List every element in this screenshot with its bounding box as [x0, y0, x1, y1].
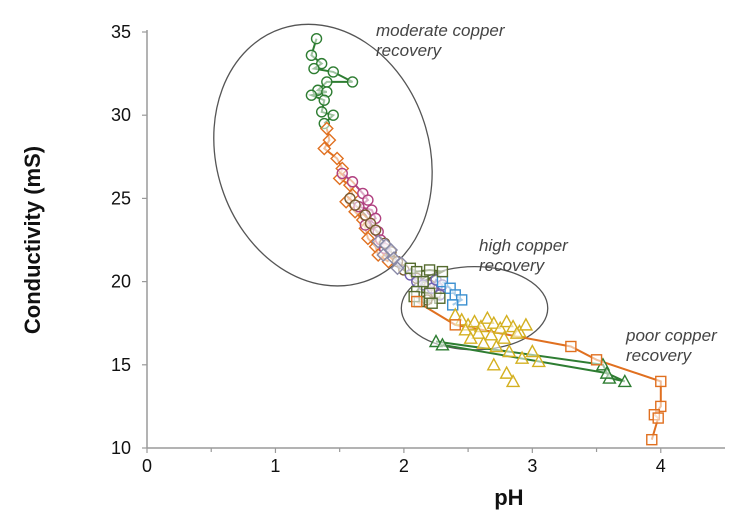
data-point — [499, 314, 514, 328]
data-point — [514, 350, 530, 364]
data-point — [476, 335, 491, 349]
data-point — [471, 325, 486, 339]
y-tick-label: 25 — [111, 188, 131, 208]
data-point — [322, 133, 337, 148]
data-point — [423, 287, 436, 299]
data-point — [321, 76, 333, 88]
data-point — [467, 314, 482, 328]
data-point — [417, 275, 429, 288]
x-tick-label: 1 — [270, 456, 280, 476]
data-point — [565, 340, 577, 353]
axis-ticks — [142, 31, 662, 453]
data-point — [308, 62, 320, 75]
data-point — [436, 265, 449, 278]
y-tick-label: 35 — [111, 22, 131, 42]
data-point — [446, 299, 459, 311]
data-point — [646, 433, 658, 446]
data-point — [505, 373, 521, 388]
data-point — [369, 224, 382, 236]
data-point — [349, 199, 361, 211]
data-point — [315, 106, 328, 118]
x-tick-label: 0 — [142, 456, 152, 476]
data-point — [486, 357, 501, 371]
data-point — [486, 315, 501, 329]
grouping-ellipses — [213, 23, 549, 351]
data-point — [458, 322, 473, 336]
data-point — [652, 412, 664, 424]
data-point — [327, 66, 339, 78]
tick-labels: 0 1 2 3 4 10 15 20 25 30 35 — [111, 22, 666, 476]
data-point — [496, 330, 512, 344]
data-point — [310, 32, 323, 45]
annotation-text: recovery — [376, 41, 443, 60]
annotation-text: recovery — [626, 346, 693, 365]
x-tick-label: 2 — [399, 456, 409, 476]
annotation-text: poor copper — [625, 326, 718, 345]
y-tick-label: 30 — [111, 105, 131, 125]
axes — [146, 30, 725, 449]
data-point — [484, 327, 499, 341]
data-point — [376, 247, 391, 262]
data-point — [599, 365, 615, 379]
data-point — [518, 317, 534, 331]
data-point — [655, 400, 667, 413]
data-point — [509, 325, 525, 339]
data-point — [327, 109, 339, 121]
y-tick-label: 15 — [111, 355, 131, 375]
data-point — [525, 344, 540, 358]
data-point — [336, 167, 348, 180]
data-point — [499, 365, 514, 379]
data-point — [489, 339, 504, 353]
data-point — [502, 344, 517, 358]
data-point — [390, 261, 405, 276]
annotation-text: moderate copper — [376, 21, 506, 40]
annotation-text: recovery — [479, 256, 546, 275]
data-point — [423, 264, 436, 276]
series-line — [435, 340, 626, 383]
y-tick-label: 20 — [111, 272, 131, 292]
data-point — [435, 337, 450, 351]
data-point — [590, 354, 603, 366]
data-point — [493, 320, 508, 334]
data-point — [359, 209, 372, 221]
data-point — [531, 354, 546, 368]
data-point — [305, 49, 318, 61]
data-point — [346, 76, 359, 88]
x-tick-label: 3 — [527, 456, 537, 476]
data-point — [317, 141, 332, 156]
y-tick-label: 10 — [111, 438, 131, 458]
data-point — [463, 330, 478, 344]
data-point — [318, 94, 330, 106]
x-axis-title: pH — [494, 485, 523, 510]
data-point — [426, 297, 438, 309]
data-point — [411, 295, 423, 308]
data-point — [449, 319, 461, 331]
y-axis-title: Conductivity (mS) — [20, 146, 45, 334]
data-point — [617, 373, 632, 388]
data-point — [360, 231, 375, 246]
data-point — [362, 194, 374, 206]
data-point — [480, 310, 495, 324]
ellipse-moderate — [213, 23, 433, 287]
data-point — [411, 265, 423, 278]
data-point — [305, 89, 318, 101]
data-point — [319, 121, 334, 136]
x-tick-label: 4 — [656, 456, 666, 476]
annotation-text: high copper — [479, 236, 569, 255]
series-points — [305, 32, 667, 446]
data-point — [655, 375, 667, 388]
data-point — [346, 176, 359, 188]
data-point — [330, 151, 345, 166]
